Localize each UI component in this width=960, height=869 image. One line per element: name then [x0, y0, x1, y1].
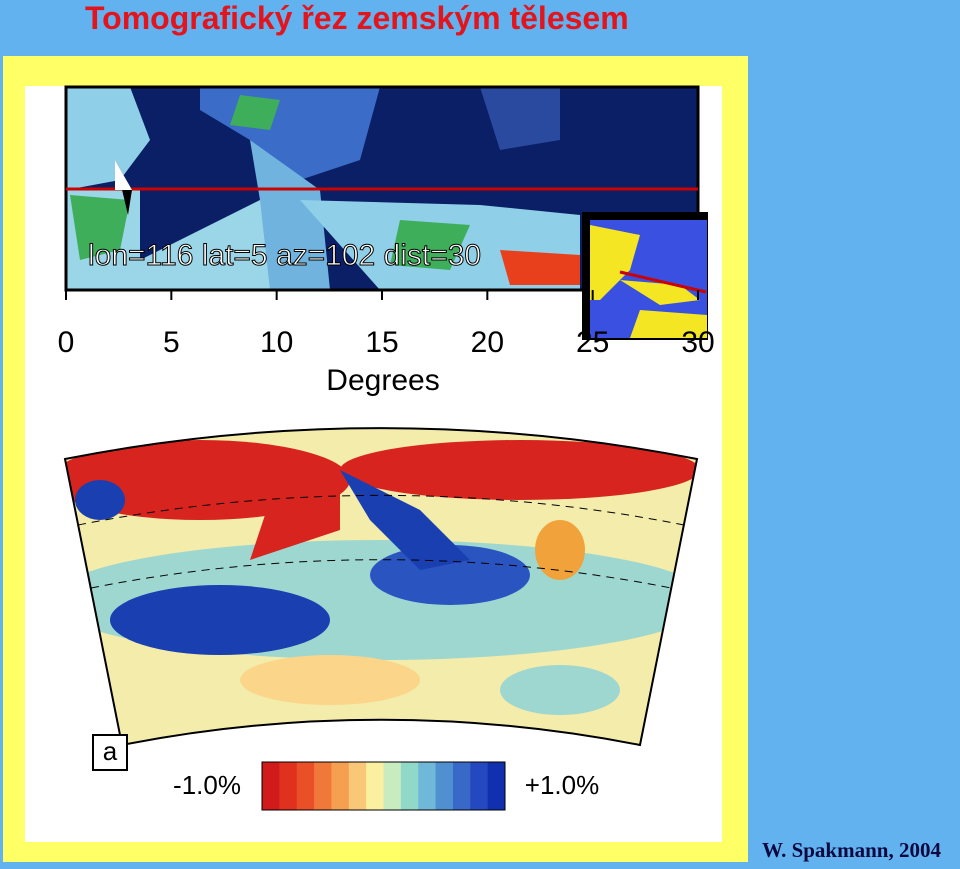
- colorbar-cell: [366, 762, 384, 810]
- colorbar-min: -1.0%: [173, 770, 241, 800]
- tick-label: 15: [365, 326, 398, 359]
- panel-label: a: [103, 736, 118, 766]
- tick-label: 10: [260, 326, 293, 359]
- tick-label: 20: [471, 326, 504, 359]
- colorbar-cell: [348, 762, 367, 810]
- colorbar-cell: [487, 762, 506, 810]
- colorbar-max: +1.0%: [525, 770, 599, 800]
- cross-section: [65, 428, 697, 745]
- colorbar-cell: [470, 762, 489, 810]
- colorbar-cell: [331, 762, 350, 810]
- tick-label: 30: [681, 326, 714, 359]
- tick-label: 0: [58, 326, 75, 359]
- colorbar-cell: [296, 762, 315, 810]
- colorbar-cell: [418, 762, 437, 810]
- colorbar-cell: [452, 762, 471, 810]
- colorbar-cell: [383, 762, 402, 810]
- colorbar-cell: [279, 762, 298, 810]
- axis-label: Degrees: [326, 364, 439, 397]
- colorbar-cell: [400, 762, 419, 810]
- colorbar-cell: [435, 762, 454, 810]
- tick-label: 25: [576, 326, 609, 359]
- map: [66, 87, 698, 290]
- slide-title: Tomografický řez zemským tělesem: [85, 0, 629, 36]
- credit: W. Spakmann, 2004: [762, 838, 941, 862]
- tick-label: 5: [163, 326, 180, 359]
- map-label: lon=116 lat=5 az=102 dist=30: [88, 239, 481, 272]
- colorbar-cell: [314, 762, 332, 810]
- colorbar-cell: [262, 762, 280, 810]
